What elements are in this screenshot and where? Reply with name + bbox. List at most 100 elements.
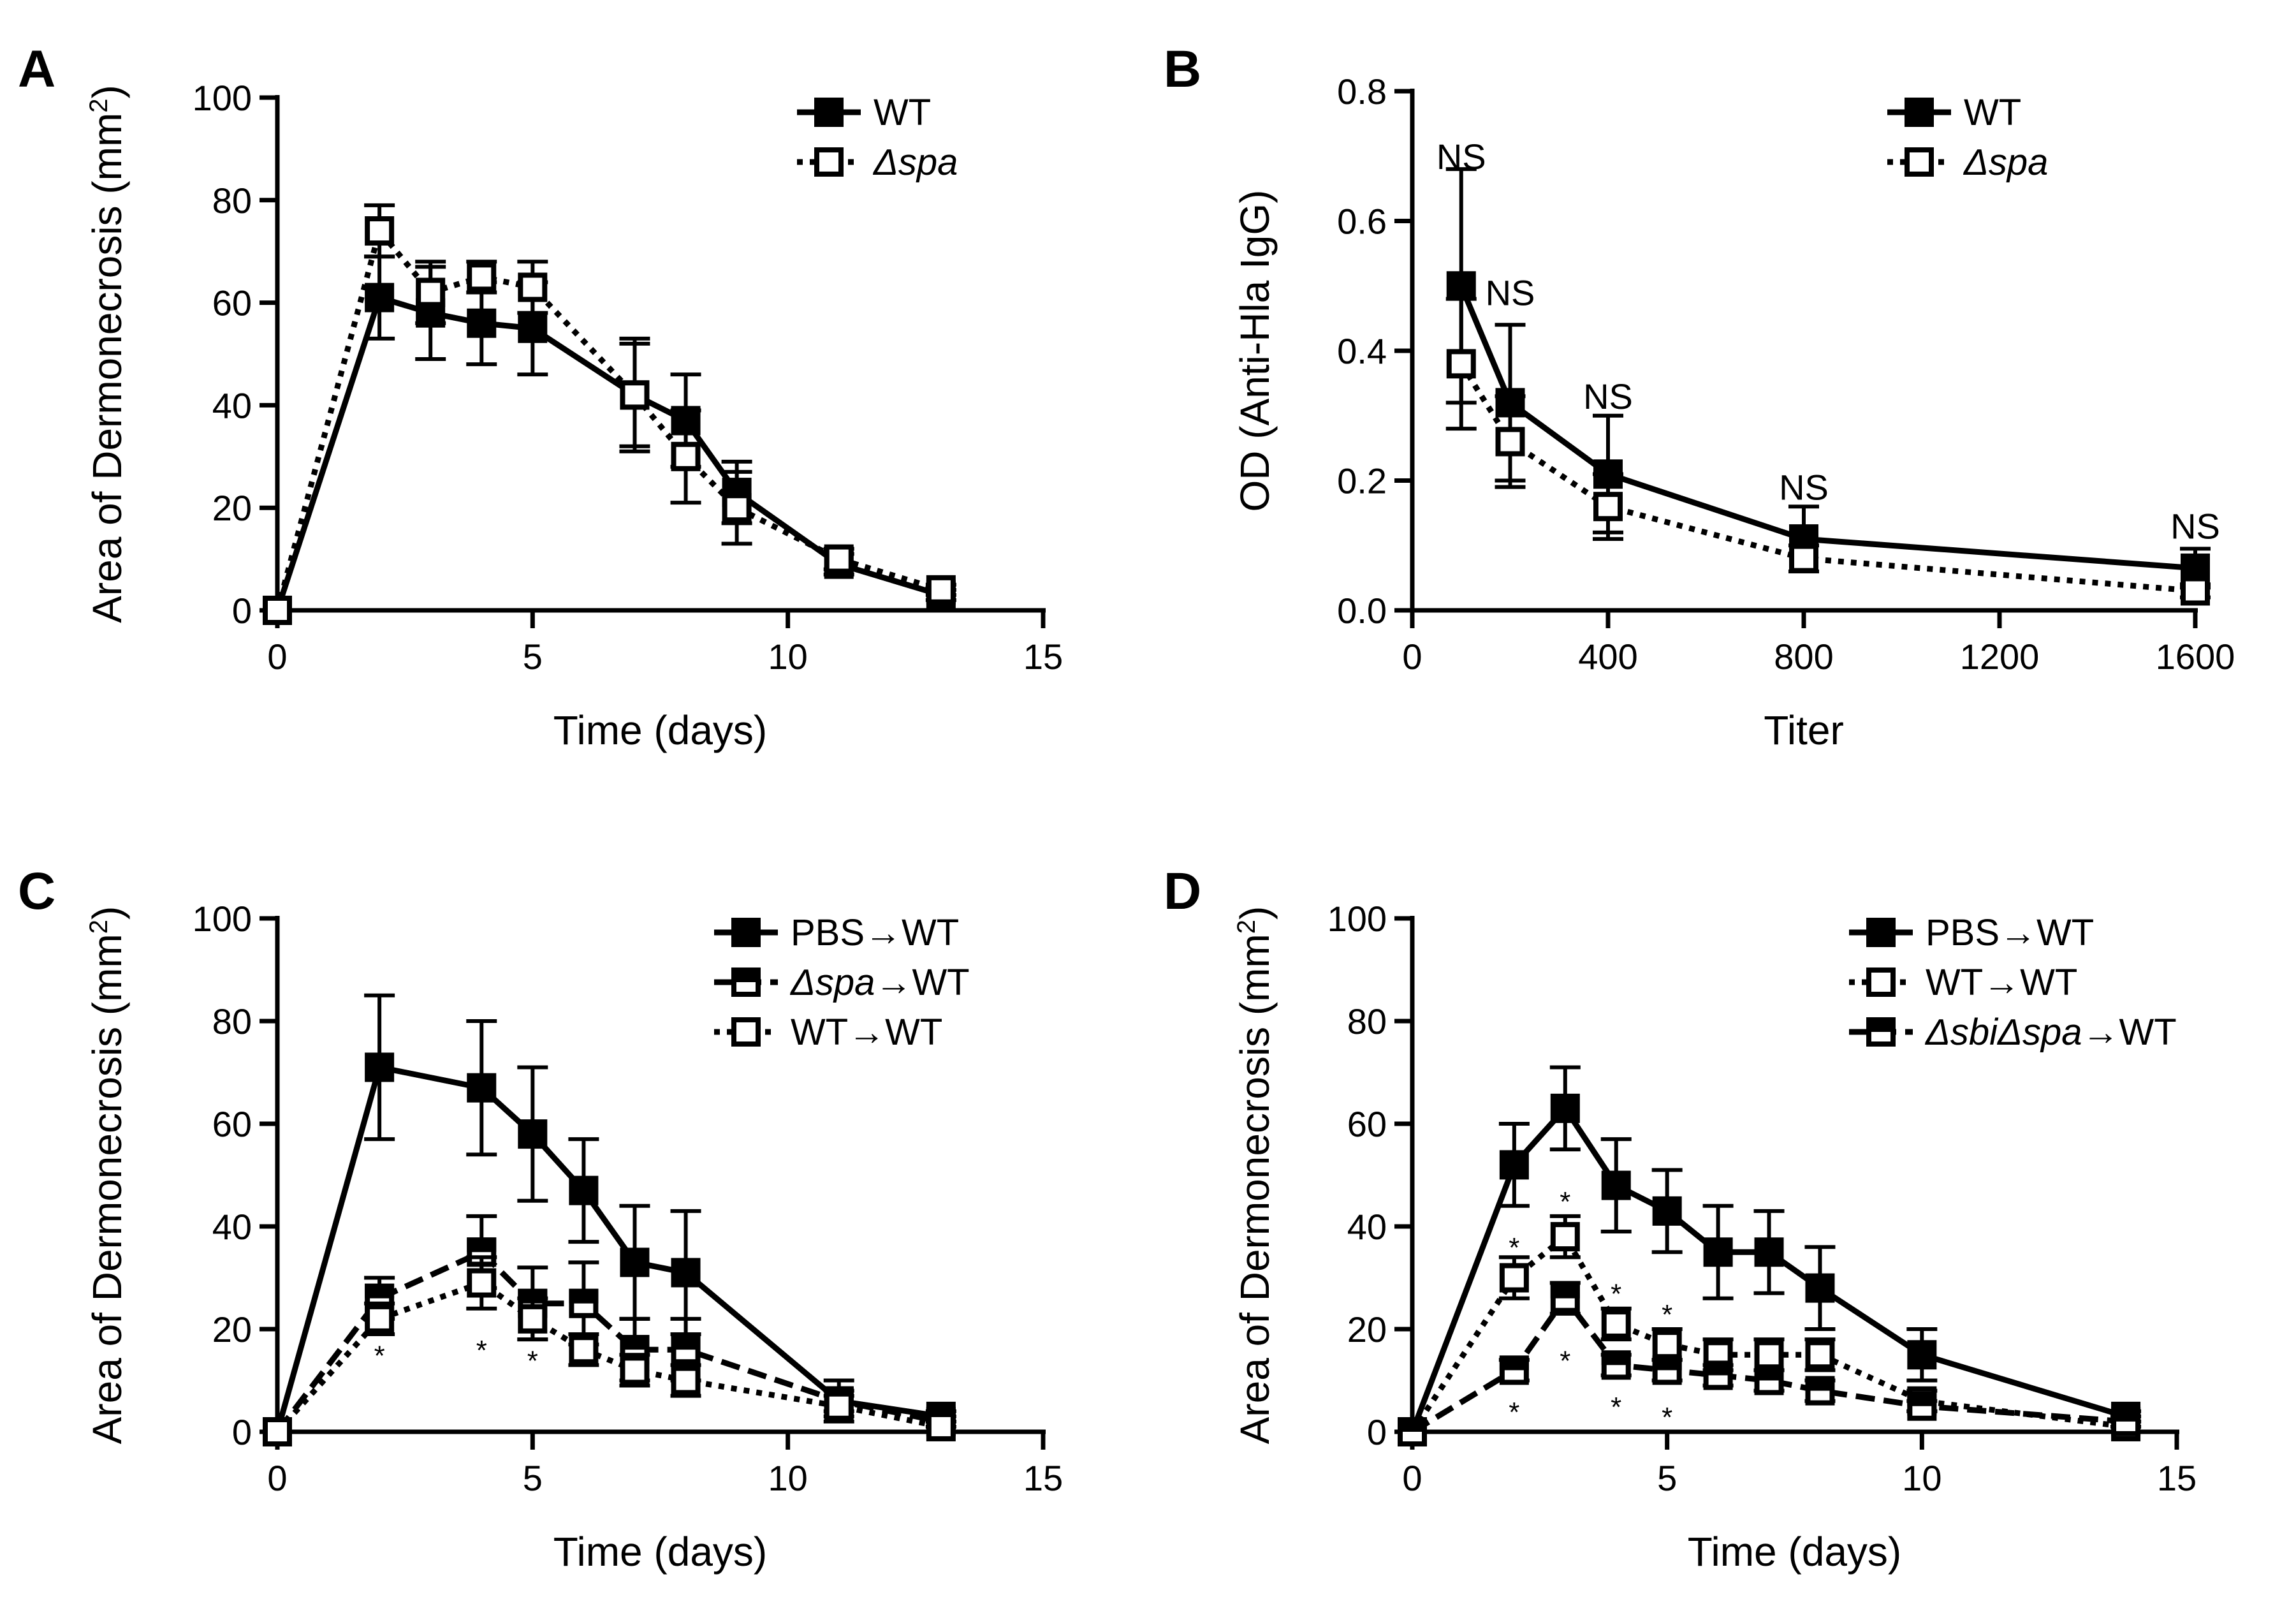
x-tick-label: 800 bbox=[1774, 636, 1833, 677]
legend-label: PBS→WT bbox=[791, 912, 959, 953]
y-tick-label: 0.8 bbox=[1337, 71, 1387, 112]
y-tick-label: 40 bbox=[212, 385, 252, 425]
x-tick-label: 15 bbox=[1023, 636, 1063, 677]
y-tick-label: 100 bbox=[193, 78, 252, 118]
legend-marker bbox=[1905, 147, 1934, 177]
data-point bbox=[1499, 1355, 1529, 1385]
series-line bbox=[1410, 1233, 2126, 1434]
y-axis-title: Area of Dermonecrosis (mm2) bbox=[84, 85, 130, 623]
legend-label: Δspa→WT bbox=[789, 962, 970, 1003]
panel-d: D 0 20 40 60 80 100 0 5 10 15 Time (days) Area of De… bbox=[1164, 862, 2197, 1575]
series-sbi-spa-wt bbox=[1398, 1281, 2142, 1446]
data-point bbox=[569, 1175, 599, 1205]
legend-label: WT→WT bbox=[791, 1012, 942, 1053]
x-tick-label: 10 bbox=[768, 1458, 808, 1498]
y-tick-label: 0 bbox=[1367, 1412, 1387, 1452]
data-point bbox=[569, 1288, 599, 1318]
data-point bbox=[416, 277, 446, 307]
panel-b-letter: B bbox=[1164, 40, 1201, 98]
data-point bbox=[1499, 1150, 1529, 1180]
x-tick-label: 10 bbox=[1902, 1458, 1941, 1498]
data-point bbox=[926, 1411, 956, 1441]
data-point bbox=[1499, 1263, 1529, 1293]
significance-star: * bbox=[1560, 1186, 1570, 1218]
series-line bbox=[274, 295, 942, 612]
x-tick-label: 10 bbox=[768, 636, 808, 677]
data-point bbox=[569, 1335, 599, 1365]
data-point bbox=[518, 313, 548, 343]
series-wt-wt bbox=[263, 1255, 956, 1446]
ns-label: NS bbox=[2170, 506, 2220, 547]
y-axis-title: OD (Anti-Hla IgG) bbox=[1232, 190, 1278, 512]
y-tick-label: 60 bbox=[1347, 1104, 1387, 1144]
legend-entry-spa: Δspa bbox=[1887, 142, 2048, 183]
legend-entry-wt: WT bbox=[1887, 92, 2021, 133]
x-axis-title: Time (days) bbox=[1688, 1529, 1901, 1575]
data-point bbox=[2181, 576, 2210, 606]
ns-label: NS bbox=[1583, 376, 1633, 416]
data-point bbox=[1754, 1237, 1784, 1267]
legend-marker bbox=[1866, 1017, 1896, 1047]
legend-entry-wt-wt: WT→WT bbox=[1849, 962, 2077, 1003]
legend-label: PBS→WT bbox=[1926, 912, 2094, 953]
significance-star: * bbox=[1611, 1392, 1621, 1423]
data-point bbox=[1805, 1273, 1835, 1303]
x-tick-label: 15 bbox=[1023, 1458, 1063, 1498]
data-point bbox=[1601, 1309, 1631, 1339]
data-point bbox=[926, 575, 956, 605]
data-point bbox=[1550, 1283, 1580, 1313]
x-axis-title: Titer bbox=[1764, 707, 1844, 753]
data-point bbox=[1754, 1340, 1784, 1370]
y-tick-label: 20 bbox=[212, 488, 252, 528]
data-point bbox=[263, 596, 292, 625]
legend-entry-wt-wt: WT→WT bbox=[714, 1012, 942, 1053]
legend-label: Δspa bbox=[1963, 142, 2048, 183]
x-tick-label: 5 bbox=[1657, 1458, 1677, 1498]
ns-label: NS bbox=[1486, 272, 1535, 313]
panel-c: C 0 20 40 60 80 100 0 5 10 15 Time (days) Area of De… bbox=[18, 862, 1063, 1575]
legend-marker bbox=[814, 147, 844, 177]
legend-entry-sbi-spa-wt: ΔsbiΔspa→WT bbox=[1849, 1012, 2177, 1053]
x-axis-title: Time (days) bbox=[553, 1529, 767, 1575]
ns-label: NS bbox=[1779, 467, 1829, 508]
series-pbs-wt bbox=[263, 993, 956, 1446]
x-tick-label: 0 bbox=[267, 636, 287, 677]
series-line bbox=[274, 1064, 942, 1433]
significance-star: * bbox=[1509, 1397, 1519, 1428]
panel-a-letter: A bbox=[18, 40, 55, 98]
y-tick-label: 60 bbox=[212, 283, 252, 323]
legend-marker bbox=[731, 918, 761, 947]
data-point bbox=[620, 1355, 650, 1385]
ns-label: NS bbox=[1437, 136, 1486, 177]
y-tick-label: 20 bbox=[1347, 1309, 1387, 1350]
data-point bbox=[518, 1119, 548, 1149]
data-point bbox=[671, 1258, 701, 1288]
data-point bbox=[365, 216, 395, 246]
series-line bbox=[1458, 284, 2196, 571]
legend-marker bbox=[731, 968, 761, 997]
y-tick-label: 80 bbox=[212, 1001, 252, 1041]
legend-marker bbox=[731, 1017, 761, 1047]
legend-label: WT→WT bbox=[1926, 962, 2077, 1003]
series-line bbox=[274, 228, 942, 612]
panel-b: B 0.0 0.2 0.4 0.6 0.8 0 400 800 1200 1600 Titer OD (… bbox=[1164, 40, 2235, 753]
data-point bbox=[824, 544, 854, 574]
data-point bbox=[1789, 543, 1818, 573]
data-point bbox=[1703, 1360, 1733, 1390]
series-line bbox=[1410, 1295, 2126, 1434]
panel-d-letter: D bbox=[1164, 862, 1201, 920]
y-tick-label: 0 bbox=[232, 591, 252, 631]
legend-entry-pbs-wt: PBS→WT bbox=[714, 912, 959, 953]
data-point bbox=[1446, 271, 1476, 301]
x-tick-label: 15 bbox=[2157, 1458, 2197, 1498]
significance-star: * bbox=[527, 1345, 538, 1376]
y-tick-label: 60 bbox=[212, 1104, 252, 1144]
data-point bbox=[1805, 1376, 1835, 1406]
y-tick-label: 40 bbox=[1347, 1207, 1387, 1247]
data-point bbox=[1550, 1093, 1580, 1123]
legend-entry-spa-wt: Δspa→WT bbox=[714, 962, 970, 1003]
x-tick-label: 0 bbox=[1402, 1458, 1422, 1498]
x-tick-label: 5 bbox=[523, 1458, 543, 1498]
data-point bbox=[1754, 1365, 1784, 1395]
legend-label: WT bbox=[1964, 92, 2021, 133]
